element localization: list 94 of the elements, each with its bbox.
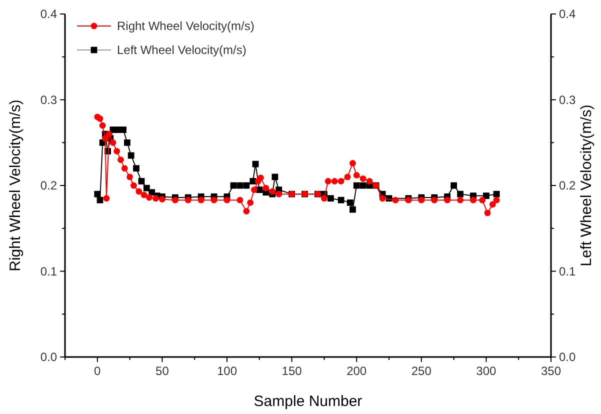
- point: [99, 122, 106, 129]
- point: [324, 178, 332, 184]
- point: [483, 192, 490, 199]
- point: [272, 174, 278, 180]
- y2-tick-label: 0.0: [559, 350, 576, 364]
- point: [250, 178, 256, 184]
- point: [327, 195, 334, 202]
- point: [136, 188, 142, 195]
- point: [172, 196, 178, 204]
- point: [159, 196, 166, 202]
- y2-tick-label: 0.2: [559, 178, 576, 192]
- point: [224, 196, 230, 204]
- point: [103, 195, 110, 202]
- y2-tick-label: 0.1: [559, 264, 576, 278]
- point: [360, 182, 366, 189]
- y2-tick-label: 0.3: [559, 92, 576, 107]
- y2-tick-label: 0.4: [559, 7, 576, 21]
- point: [262, 184, 270, 192]
- legend-label: Right Wheel Velocity(m/s): [117, 19, 254, 33]
- x-tick-label: 100: [216, 364, 238, 378]
- point: [236, 196, 244, 204]
- point: [379, 195, 386, 202]
- point: [152, 195, 159, 202]
- point: [94, 190, 101, 198]
- point: [130, 182, 137, 189]
- point: [338, 178, 344, 184]
- x-tick-label: 300: [476, 364, 497, 378]
- point: [143, 184, 150, 192]
- point: [276, 190, 282, 198]
- y-tick-label: 0.4: [40, 7, 58, 21]
- point: [133, 165, 140, 172]
- x-tick-label: 200: [346, 364, 367, 378]
- point: [110, 139, 116, 146]
- point: [366, 178, 373, 184]
- y2-axis-title: Left Wheel Velocity(m/s): [578, 104, 595, 266]
- point: [350, 206, 356, 213]
- y-tick-label: 0.3: [40, 92, 58, 107]
- point: [269, 188, 276, 195]
- point: [353, 182, 360, 189]
- x-tick-label: 50: [156, 364, 170, 378]
- point: [450, 182, 457, 189]
- point: [484, 210, 491, 216]
- y-tick-label: 0.1: [40, 264, 58, 278]
- point: [120, 126, 127, 133]
- point: [106, 130, 112, 138]
- point: [418, 196, 425, 204]
- point: [102, 135, 108, 142]
- point: [338, 196, 344, 204]
- x-axis-title: Sample Number: [254, 393, 362, 410]
- point: [444, 196, 451, 204]
- point: [146, 194, 152, 201]
- point: [210, 196, 218, 204]
- point: [126, 174, 133, 180]
- point: [247, 199, 254, 206]
- point: [392, 196, 399, 204]
- point: [257, 174, 264, 181]
- point: [489, 201, 496, 208]
- point: [431, 196, 438, 204]
- x-tick-label: 350: [540, 364, 562, 378]
- point: [493, 190, 500, 198]
- point: [252, 160, 259, 168]
- y-tick-label: 0.2: [40, 178, 58, 192]
- point: [138, 178, 145, 184]
- point: [198, 196, 204, 204]
- point: [251, 186, 258, 193]
- point: [457, 196, 464, 204]
- point: [479, 196, 486, 204]
- legend-label: Left Wheel Velocity(m/s): [117, 43, 246, 57]
- point: [353, 172, 360, 178]
- x-tick-label: 250: [411, 364, 432, 378]
- y-tick-label: 0.0: [40, 350, 58, 364]
- point: [243, 208, 250, 214]
- point: [470, 196, 476, 204]
- point: [331, 178, 338, 184]
- point: [346, 199, 354, 206]
- point: [140, 192, 148, 198]
- point: [350, 160, 356, 166]
- point: [344, 174, 351, 180]
- y-axis-title: Right Wheel Velocity(m/s): [7, 100, 24, 272]
- point: [493, 196, 500, 204]
- x-tick-label: 0: [94, 364, 102, 378]
- point: [243, 182, 250, 189]
- x-tick-label: 150: [282, 364, 302, 378]
- point: [321, 195, 328, 202]
- point: [360, 175, 366, 182]
- point: [96, 115, 104, 122]
- point: [118, 156, 124, 163]
- point: [128, 152, 134, 159]
- point: [124, 139, 130, 146]
- point: [114, 148, 120, 154]
- point: [184, 196, 192, 204]
- point: [457, 190, 464, 198]
- point: [121, 165, 128, 172]
- point: [96, 196, 104, 204]
